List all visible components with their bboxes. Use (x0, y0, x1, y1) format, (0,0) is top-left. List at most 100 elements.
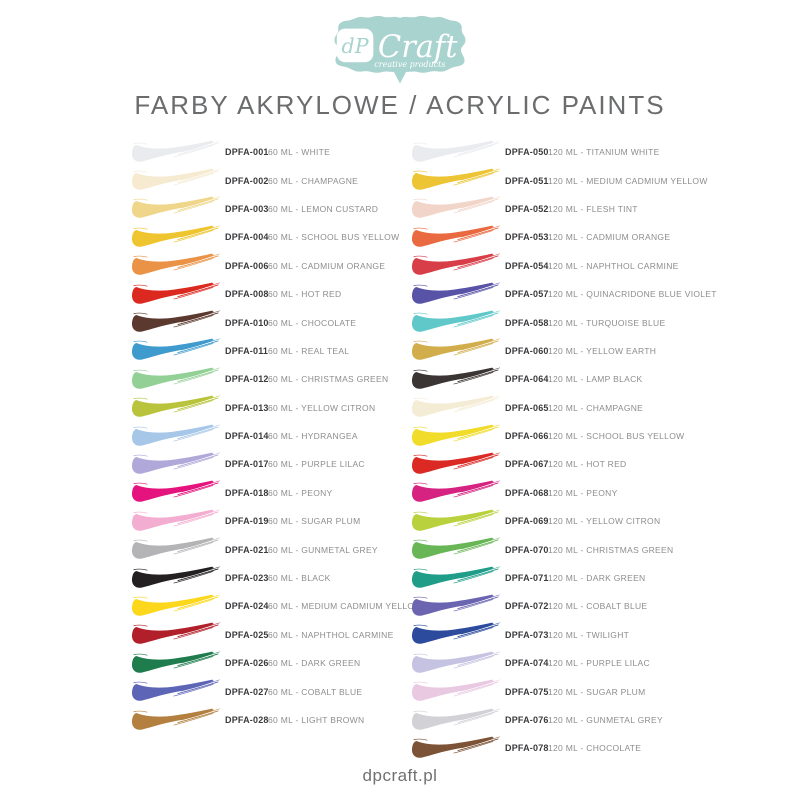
brush-stroke-swatch (408, 679, 503, 704)
swatch-row: DPFA-011 60 ML - REAL TEAL (128, 337, 403, 365)
paint-description: 120 ML - TWILIGHT (548, 629, 630, 640)
paint-code: DPFA-019 (225, 516, 269, 527)
brand-logo: dP Craft creative products (320, 6, 480, 94)
brush-stroke-swatch (408, 225, 503, 250)
paint-code: DPFA-027 (225, 686, 269, 697)
swatch-row: DPFA-017 60 ML - PURPLE LILAC (128, 450, 403, 478)
logo-monogram: dP (342, 34, 370, 58)
swatch-row: DPFA-003 60 ML - LEMON CUSTARD (128, 195, 403, 223)
paint-description: 60 ML - CHAMPAGNE (268, 175, 359, 186)
swatch-row: DPFA-051 120 ML - MEDIUM CADMIUM YELLOW (408, 166, 718, 194)
brush-stroke-swatch (128, 480, 223, 505)
paint-description: 60 ML - PURPLE LILAC (268, 459, 365, 470)
paint-code: DPFA-076 (505, 715, 549, 725)
paint-code: DPFA-014 (225, 431, 269, 442)
swatch-row: DPFA-028 60 ML - LIGHT BROWN (128, 706, 403, 734)
swatch-row: DPFA-014 60 ML - HYDRANGEA (128, 422, 403, 450)
brush-stroke-swatch (128, 566, 223, 591)
swatch-row: DPFA-075 120 ML - SUGAR PLUM (408, 677, 718, 705)
brush-stroke-swatch (128, 651, 223, 676)
brush-stroke-swatch (408, 651, 503, 676)
swatch-row: DPFA-073 120 ML - TWILIGHT (408, 621, 718, 649)
swatch-row: DPFA-072 120 ML - COBALT BLUE (408, 592, 718, 620)
swatch-row: DPFA-070 120 ML - CHRISTMAS GREEN (408, 535, 718, 563)
brush-stroke-swatch (128, 310, 223, 335)
paint-code: DPFA-002 (225, 175, 269, 186)
paint-code: DPFA-004 (225, 232, 269, 243)
swatch-row: DPFA-066 120 ML - SCHOOL BUS YELLOW (408, 422, 718, 450)
paint-code: DPFA-008 (225, 289, 269, 300)
paint-code: DPFA-053 (505, 232, 549, 243)
brush-stroke-swatch (128, 679, 223, 704)
paint-description: 120 ML - SUGAR PLUM (548, 686, 646, 697)
brush-stroke-swatch (128, 225, 223, 250)
brush-stroke-swatch (408, 452, 503, 477)
swatch-row: DPFA-018 60 ML - PEONY (128, 479, 403, 507)
paint-description: 120 ML - YELLOW CITRON (548, 516, 661, 527)
brush-stroke-swatch (128, 140, 223, 165)
paint-description: 120 ML - LAMP BLACK (548, 374, 643, 385)
paint-description: 60 ML - COBALT BLUE (268, 686, 363, 697)
paint-code: DPFA-024 (225, 601, 269, 612)
swatch-row: DPFA-010 60 ML - CHOCOLATE (128, 308, 403, 336)
brush-stroke-swatch (128, 395, 223, 420)
brand-name: Craft (378, 30, 458, 65)
paint-code: DPFA-057 (505, 289, 549, 300)
paint-description: 120 ML - CHAMPAGNE (548, 402, 644, 413)
paint-description: 60 ML - LIGHT BROWN (268, 715, 365, 725)
paint-code: DPFA-017 (225, 459, 269, 470)
paint-description: 120 ML - CHOCOLATE (548, 743, 642, 754)
swatch-row: DPFA-053 120 ML - CADMIUM ORANGE (408, 223, 718, 251)
paint-description: 120 ML - FLESH TINT (548, 203, 638, 214)
swatch-row: DPFA-067 120 ML - HOT RED (408, 450, 718, 478)
brush-stroke-swatch (128, 424, 223, 449)
paint-code: DPFA-050 (505, 147, 549, 158)
paint-code: DPFA-058 (505, 317, 549, 328)
paint-column-60ml: DPFA-001 60 ML - WHITE DPFA-002 60 ML - … (128, 138, 422, 734)
paint-description: 120 ML - MEDIUM CADMIUM YELLOW (548, 175, 708, 186)
paint-description: 60 ML - HYDRANGEA (268, 431, 358, 442)
paint-code: DPFA-021 (225, 544, 269, 555)
paint-description: 60 ML - SUGAR PLUM (268, 516, 361, 527)
swatch-row: DPFA-027 60 ML - COBALT BLUE (128, 677, 403, 705)
swatch-row: DPFA-052 120 ML - FLESH TINT (408, 195, 718, 223)
brush-stroke-swatch (408, 338, 503, 363)
brush-stroke-swatch (408, 708, 503, 733)
swatch-row: DPFA-026 60 ML - DARK GREEN (128, 649, 403, 677)
paint-code: DPFA-060 (505, 345, 549, 356)
swatch-row: DPFA-064 120 ML - LAMP BLACK (408, 365, 718, 393)
paint-code: DPFA-018 (225, 487, 269, 498)
brush-stroke-swatch (128, 282, 223, 307)
swatch-row: DPFA-074 120 ML - PURPLE LILAC (408, 649, 718, 677)
brush-stroke-swatch (408, 736, 503, 761)
swatch-row: DPFA-002 60 ML - CHAMPAGNE (128, 166, 403, 194)
brush-stroke-swatch (128, 367, 223, 392)
brush-stroke-swatch (408, 367, 503, 392)
swatch-row: DPFA-068 120 ML - PEONY (408, 479, 718, 507)
paint-code: DPFA-066 (505, 431, 549, 442)
brush-stroke-swatch (128, 537, 223, 562)
brush-stroke-swatch (408, 140, 503, 165)
paint-code: DPFA-051 (505, 175, 549, 186)
brush-stroke-swatch (408, 196, 503, 221)
paint-code: DPFA-028 (225, 715, 269, 725)
brush-stroke-swatch (128, 253, 223, 278)
paint-code: DPFA-012 (225, 374, 269, 385)
swatch-row: DPFA-019 60 ML - SUGAR PLUM (128, 507, 403, 535)
paint-description: 60 ML - NAPHTHOL CARMINE (268, 629, 394, 640)
brush-stroke-swatch (128, 168, 223, 193)
paint-code: DPFA-064 (505, 374, 549, 385)
brush-stroke-swatch (128, 509, 223, 534)
swatch-row: DPFA-008 60 ML - HOT RED (128, 280, 403, 308)
brush-stroke-swatch (128, 708, 223, 733)
paint-code: DPFA-054 (505, 260, 549, 271)
brush-stroke-swatch (128, 338, 223, 363)
swatch-row: DPFA-078 120 ML - CHOCOLATE (408, 734, 718, 762)
brush-stroke-swatch (408, 168, 503, 193)
brush-stroke-swatch (128, 594, 223, 619)
swatch-row: DPFA-060 120 ML - YELLOW EARTH (408, 337, 718, 365)
paint-code: DPFA-025 (225, 629, 269, 640)
brush-stroke-swatch (408, 509, 503, 534)
paint-code: DPFA-010 (225, 317, 269, 328)
brush-stroke-swatch (408, 282, 503, 307)
